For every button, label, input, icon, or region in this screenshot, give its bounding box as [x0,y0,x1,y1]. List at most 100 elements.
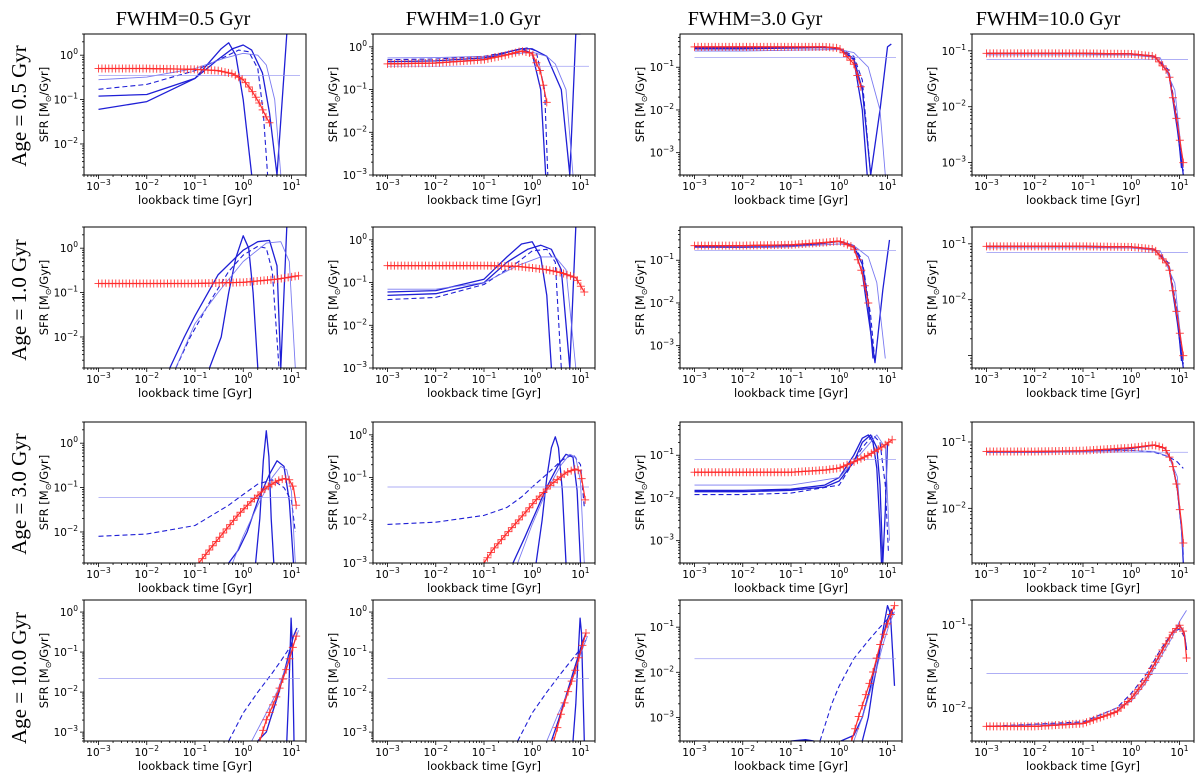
reconstruction-marker [238,75,247,84]
y-tick-label: 10−2 [650,295,675,310]
series-truth [986,245,1183,362]
x-tick-label: 100 [830,371,848,386]
reconstruction-marker [860,453,869,461]
x-tick-label: 100 [1122,744,1140,759]
y-tick-label: 10−2 [343,512,368,527]
x-tick-label: 101 [282,566,300,581]
y-tick-label: 10−3 [650,709,675,724]
reconstruction-marker [1148,52,1157,61]
y-tick-label: 10−3 [54,724,79,739]
reconstruction-marker [208,541,217,550]
x-axis-label: lookback time [Gyr] [1026,386,1140,400]
reconstruction-marker [577,474,586,483]
y-axis-label: SFR [M⊙/Gyr] [326,633,342,709]
series-fit-solid [986,624,1188,728]
series-fit-dashed [517,639,587,741]
reconstruction-marker [1175,621,1184,630]
reconstruction-marker [214,66,223,75]
series-truth [694,434,883,563]
x-tick-label: 100 [1122,566,1140,581]
reconstruction-marker [1106,709,1115,718]
series-truth [387,48,547,175]
x-axis-label: lookback time [Gyr] [427,581,541,595]
x-tick-label: 101 [1170,178,1188,193]
reconstruction-markers [480,465,590,563]
reconstruction-marker [578,641,587,650]
reconstruction-marker [262,715,271,724]
x-tick-label: 10−3 [682,744,707,759]
reconstruction-marker [571,666,580,675]
reconstruction-marker [215,533,224,542]
reconstruction-marker [486,548,495,557]
series-fit-thin [694,49,886,175]
y-tick-label: 10−2 [942,99,967,114]
series-fit-thin [175,241,296,368]
reconstruction-marker [198,554,207,563]
reconstruction-marker [836,237,845,246]
x-tick-label: 10−3 [86,371,111,386]
x-tick-label: 100 [523,566,541,581]
reconstruction-marker [250,494,259,503]
x-axis-label: lookback time [Gyr] [1026,581,1140,595]
series-fit-dashed [98,49,269,175]
reconstruction-marker [1127,694,1136,703]
reconstruction-marker [1089,715,1098,724]
reconstruction-marker [528,499,537,508]
x-tick-label: 100 [234,371,252,386]
x-tick-label: 100 [830,744,848,759]
reconstruction-markers [982,49,1188,167]
reconstruction-marker [268,700,277,709]
series-fit-thin [387,51,574,175]
reconstruction-markers [94,271,303,288]
series-fit-thin [98,52,282,175]
reconstruction-marker [480,55,489,64]
reconstruction-marker [867,449,876,458]
x-tick-label: 101 [1170,744,1188,759]
reconstruction-marker [832,43,841,52]
reconstruction-marker [532,495,541,504]
reconstruction-marker [1165,73,1174,82]
reconstruction-marker [1165,266,1174,275]
reconstruction-marker [545,266,554,275]
reconstruction-marker [1158,61,1167,70]
reconstruction-marker [294,271,303,280]
series-fit-thin [517,453,585,563]
y-tick-label: 10−1 [54,644,79,659]
series-truth [208,235,259,368]
reconstruction-markers [549,628,590,741]
y-tick-label: 100 [349,232,367,247]
reconstruction-marker [255,98,264,107]
reconstruction-marker [580,288,589,297]
y-tick-label: 10−1 [343,275,368,290]
series-fit-dashed [694,434,890,554]
reconstruction-marker [542,98,551,107]
reconstruction-marker [483,553,492,562]
series-reconstruction [553,632,587,741]
x-tick-label: 10−3 [375,744,400,759]
reconstruction-marker [564,687,573,696]
reconstruction-marker [219,529,228,538]
x-axis-label: lookback time [Gyr] [734,581,848,595]
series-fit-solid [169,227,288,368]
x-tick-label: 10−1 [472,744,497,759]
reconstruction-marker [560,470,569,479]
reconstruction-marker [890,601,899,610]
panel-r3-c2: 10−3 10−2 10−1 100 10110−310−210−1100lookbac… [326,421,596,595]
x-tick-label: 10−2 [424,178,449,193]
reconstruction-marker [1168,628,1177,637]
plot-area [383,227,589,368]
reconstruction-marker [850,457,859,466]
column-title-1: FWHM=0.5 Gyr [116,8,251,30]
reconstruction-marker [1179,539,1188,548]
plot-area [982,242,1188,368]
reconstruction-marker [570,465,579,474]
reconstruction-marker [246,497,255,506]
reconstruction-marker [853,255,862,264]
reconstruction-marker [480,559,488,563]
x-tick-label: 101 [571,566,589,581]
reconstruction-marker [258,105,267,114]
x-tick-label: 10−2 [731,178,756,193]
y-axis-label: SFR [M⊙/Gyr] [326,455,342,531]
series-truth [694,46,868,175]
